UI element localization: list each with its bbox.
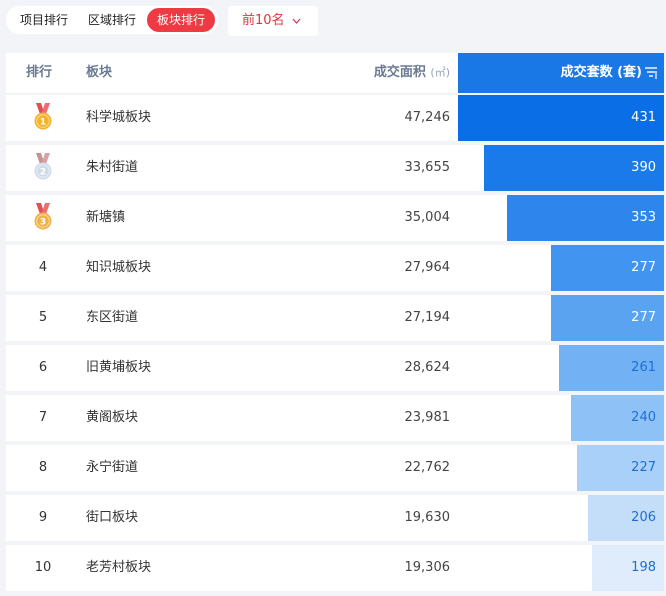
transaction-count: 240 bbox=[631, 410, 656, 425]
rank-number: 4 bbox=[38, 260, 48, 275]
top-toolbar: 项目排行 区域排行 板块排行 前10名 bbox=[0, 0, 666, 44]
block-name: 知识城板块 bbox=[86, 260, 152, 275]
table-row[interactable]: 7 黄阁板块 23,981 240 bbox=[6, 395, 664, 441]
count-bar bbox=[551, 295, 664, 341]
sort-desc-icon[interactable] bbox=[644, 66, 658, 80]
header-area-label: 成交面积 bbox=[373, 65, 426, 80]
header-area-unit: (㎡) bbox=[430, 66, 450, 79]
block-name: 旧黄埔板块 bbox=[86, 360, 152, 375]
header-rank: 排行 bbox=[26, 65, 53, 80]
transaction-count: 353 bbox=[631, 210, 656, 225]
block-name: 街口板块 bbox=[86, 510, 139, 525]
header-count-label: 成交套数 (套) bbox=[560, 65, 642, 80]
transaction-area: 27,194 bbox=[404, 310, 451, 325]
top-n-label: 前10名 bbox=[242, 13, 285, 28]
table-row[interactable]: 8 永宁街道 22,762 227 bbox=[6, 445, 664, 491]
table-row[interactable]: 10 老芳村板块 19,306 198 bbox=[6, 545, 664, 591]
transaction-count: 277 bbox=[631, 260, 656, 275]
count-bar bbox=[484, 145, 664, 191]
chevron-down-icon bbox=[292, 18, 301, 24]
block-name: 永宁街道 bbox=[86, 460, 139, 475]
transaction-count: 277 bbox=[631, 310, 656, 325]
transaction-area: 19,306 bbox=[404, 560, 451, 575]
gold-medal-icon: 1 bbox=[34, 103, 52, 130]
block-name: 朱村街道 bbox=[86, 160, 139, 175]
header-count-sort[interactable]: 成交套数 (套) bbox=[458, 53, 664, 93]
table-row[interactable]: 1 科学城板块 47,246 431 bbox=[6, 95, 664, 141]
rank-number: 7 bbox=[38, 410, 48, 425]
tab-project-ranking[interactable]: 项目排行 bbox=[19, 13, 68, 27]
transaction-count: 198 bbox=[631, 560, 656, 575]
transaction-area: 23,981 bbox=[404, 410, 451, 425]
table-row[interactable]: 2 朱村街道 33,655 390 bbox=[6, 145, 664, 191]
table-row[interactable]: 4 知识城板块 27,964 277 bbox=[6, 245, 664, 291]
silver-medal-icon: 2 bbox=[34, 153, 52, 180]
count-bar bbox=[551, 245, 664, 291]
header-area[interactable]: 成交面积 (㎡) bbox=[374, 53, 450, 93]
transaction-area: 28,624 bbox=[404, 360, 451, 375]
transaction-count: 261 bbox=[631, 360, 656, 375]
table-header: 排行 板块 成交面积 (㎡) 成交套数 (套) bbox=[6, 53, 664, 93]
transaction-count: 206 bbox=[631, 510, 656, 525]
tab-block-ranking[interactable]: 板块排行 bbox=[147, 8, 215, 32]
count-bar bbox=[507, 195, 664, 241]
count-bar bbox=[592, 545, 664, 591]
rank-number: 8 bbox=[38, 460, 48, 475]
transaction-area: 35,004 bbox=[404, 210, 451, 225]
rank-number: 6 bbox=[38, 360, 48, 375]
transaction-count: 431 bbox=[631, 110, 656, 125]
block-name: 东区街道 bbox=[86, 310, 139, 325]
transaction-area: 47,246 bbox=[404, 110, 451, 125]
medal-rank-number: 2 bbox=[40, 168, 46, 178]
ranking-type-tabs: 项目排行 区域排行 板块排行 bbox=[6, 6, 218, 34]
transaction-area: 33,655 bbox=[404, 160, 451, 175]
block-name: 新塘镇 bbox=[86, 210, 126, 225]
count-bar bbox=[571, 395, 664, 441]
top-n-dropdown[interactable]: 前10名 bbox=[228, 6, 318, 36]
transaction-count: 390 bbox=[631, 160, 656, 175]
transaction-area: 27,964 bbox=[404, 260, 451, 275]
rank-number: 5 bbox=[38, 310, 48, 325]
rank-number: 10 bbox=[34, 560, 52, 575]
rank-number: 9 bbox=[38, 510, 48, 525]
bronze-medal-icon: 3 bbox=[34, 203, 52, 230]
block-name: 老芳村板块 bbox=[86, 560, 152, 575]
table-row[interactable]: 3 新塘镇 35,004 353 bbox=[6, 195, 664, 241]
count-bar bbox=[577, 445, 664, 491]
count-bar bbox=[458, 95, 664, 141]
transaction-count: 227 bbox=[631, 460, 656, 475]
table-row[interactable]: 9 街口板块 19,630 206 bbox=[6, 495, 664, 541]
block-name: 黄阁板块 bbox=[86, 410, 139, 425]
block-name: 科学城板块 bbox=[86, 110, 152, 125]
count-bar bbox=[588, 495, 664, 541]
medal-rank-number: 3 bbox=[40, 218, 46, 228]
medal-rank-number: 1 bbox=[40, 118, 46, 128]
table-row[interactable]: 5 东区街道 27,194 277 bbox=[6, 295, 664, 341]
table-row[interactable]: 6 旧黄埔板块 28,624 261 bbox=[6, 345, 664, 391]
count-bar bbox=[559, 345, 664, 391]
transaction-area: 22,762 bbox=[404, 460, 451, 475]
transaction-area: 19,630 bbox=[404, 510, 451, 525]
header-block: 板块 bbox=[86, 65, 113, 80]
tab-region-ranking[interactable]: 区域排行 bbox=[87, 13, 136, 27]
